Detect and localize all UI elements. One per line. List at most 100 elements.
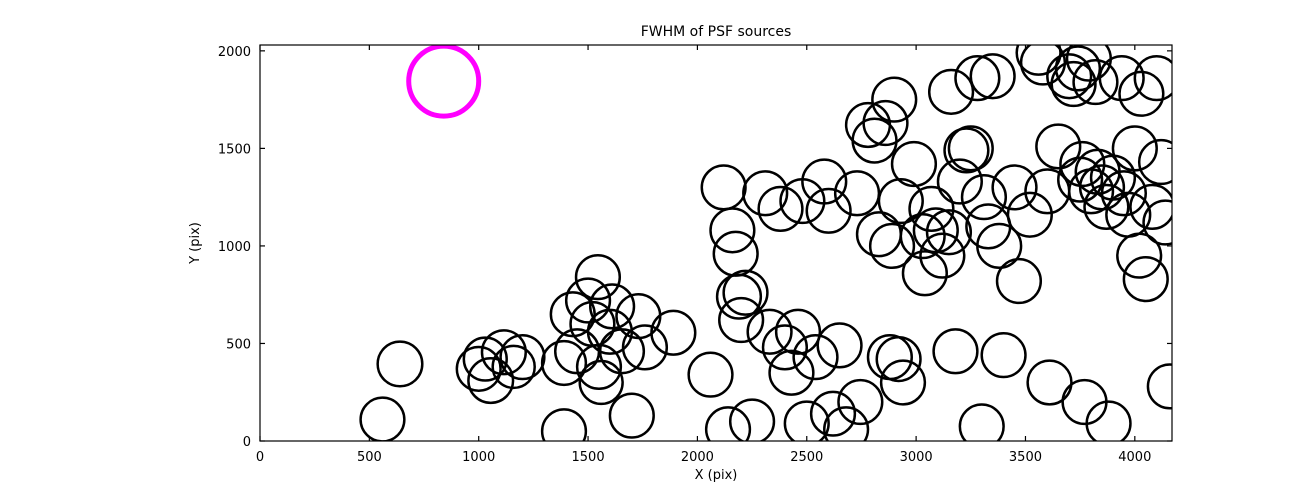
psf-source-circle xyxy=(480,329,527,376)
psf-source-circle xyxy=(621,324,669,371)
psf-source-circle xyxy=(650,309,697,356)
x-tick-label: 1000 xyxy=(462,450,495,465)
psf-source-circle xyxy=(783,400,830,441)
psf-source-circle xyxy=(1146,363,1172,410)
psf-source-circle xyxy=(809,390,857,437)
psf-source-circle xyxy=(608,392,655,439)
psf-source-circle xyxy=(877,177,924,225)
psf-source-circle xyxy=(1026,359,1073,406)
psf-source-circle xyxy=(1116,232,1163,279)
axes-frame xyxy=(259,44,1173,442)
y-tick-label: 2000 xyxy=(218,45,251,60)
psf-source-circle xyxy=(1015,45,1062,76)
psf-source-circle xyxy=(837,378,884,426)
x-axis-label: X (pix) xyxy=(695,468,738,483)
psf-source-circle xyxy=(943,127,990,174)
psf-source-circle xyxy=(890,140,938,188)
psf-source-circle xyxy=(991,164,1038,211)
psf-source-circle xyxy=(976,222,1023,270)
psf-source-circle xyxy=(1050,60,1097,108)
psf-source-circle xyxy=(462,336,508,382)
x-tick-label: 4000 xyxy=(1118,450,1151,465)
psf-source-circle xyxy=(1100,170,1148,217)
psf-source-circle xyxy=(1035,123,1082,170)
psf-source-circle xyxy=(1118,70,1165,117)
psf-source-circle xyxy=(958,403,1005,441)
psf-source-circle xyxy=(823,406,870,441)
psf-source-circle xyxy=(757,185,804,232)
psf-source-circle xyxy=(1122,255,1169,303)
psf-source-circle xyxy=(1142,199,1172,246)
psf-source-circle xyxy=(908,185,955,232)
psf-source-circle xyxy=(761,324,809,371)
psf-source-circle xyxy=(1111,125,1158,172)
y-axis-ticks: 0 500 1000 1500 2000 xyxy=(218,45,1172,450)
psf-source-circle xyxy=(879,359,927,406)
psf-source-circle xyxy=(1129,183,1172,231)
psf-source-circle xyxy=(1133,55,1172,102)
psf-source-circle xyxy=(1098,55,1145,102)
psf-source-circle xyxy=(816,322,863,369)
psf-source-circle xyxy=(995,257,1043,305)
x-tick-label: 2000 xyxy=(681,450,714,465)
data-markers-layer xyxy=(359,45,1172,441)
x-tick-label: 3000 xyxy=(900,450,933,465)
psf-source-circle xyxy=(467,356,515,405)
psf-source-circle xyxy=(969,53,1016,100)
x-tick-label: 2500 xyxy=(790,450,823,465)
psf-source-circle xyxy=(927,68,975,115)
psf-source-circle xyxy=(901,250,948,297)
psf-source-circle xyxy=(742,170,789,217)
psf-source-circle xyxy=(589,283,636,330)
psf-source-circle xyxy=(774,308,822,355)
psf-source-circle xyxy=(768,349,815,396)
psf-source-circle xyxy=(722,269,769,316)
psf-source-circle xyxy=(1078,164,1126,211)
y-axis-label: Y (pix) xyxy=(188,222,203,265)
psf-source-circle xyxy=(1019,45,1067,86)
psf-source-circle xyxy=(980,332,1027,379)
psf-source-circle xyxy=(868,222,916,270)
psf-source-circle xyxy=(875,335,922,383)
psf-source-circle xyxy=(1054,45,1102,92)
page-title: FWHM of PSF sources xyxy=(641,24,792,40)
psf-source-circle xyxy=(574,254,622,301)
psf-source-circle xyxy=(359,396,406,441)
psf-source-circle xyxy=(455,345,502,392)
psf-source-circle xyxy=(1083,183,1130,231)
x-tick-label: 0 xyxy=(256,450,264,465)
psf-source-circle xyxy=(862,99,909,147)
psf-source-circle xyxy=(960,174,1008,221)
reference-circle xyxy=(406,45,482,119)
y-tick-label: 1000 xyxy=(218,240,251,255)
psf-source-circle xyxy=(1137,138,1172,186)
psf-source-circle xyxy=(833,170,881,217)
psf-source-circle xyxy=(925,209,973,256)
psf-source-circle xyxy=(575,343,623,390)
psf-source-circle xyxy=(376,340,424,388)
psf-source-circle xyxy=(728,398,776,441)
psf-source-circle xyxy=(792,334,839,381)
psf-source-circle xyxy=(954,55,1001,102)
psf-source-circle xyxy=(564,277,612,324)
psf-source-circle xyxy=(947,125,994,172)
psf-source-circle xyxy=(919,232,966,279)
psf-source-circle xyxy=(801,158,848,205)
psf-source-circle xyxy=(540,408,588,441)
psf-source-circle xyxy=(1006,191,1053,238)
x-tick-label: 500 xyxy=(357,450,382,465)
x-tick-label: 1500 xyxy=(572,450,605,465)
psf-source-circle xyxy=(687,351,734,398)
psf-source-circle xyxy=(715,273,763,320)
y-tick-label: 0 xyxy=(243,435,251,450)
y-tick-label: 1500 xyxy=(218,142,251,157)
x-axis-ticks: 0 500 1000 1500 2000 2500 3000 3500 4000 xyxy=(256,45,1151,465)
psf-source-circle xyxy=(932,328,979,375)
psf-source-circle xyxy=(491,344,536,390)
psf-source-circle xyxy=(871,76,918,123)
psf-source-circle xyxy=(718,296,765,344)
psf-source-circle xyxy=(746,308,793,355)
psf-source-circle xyxy=(709,207,756,254)
